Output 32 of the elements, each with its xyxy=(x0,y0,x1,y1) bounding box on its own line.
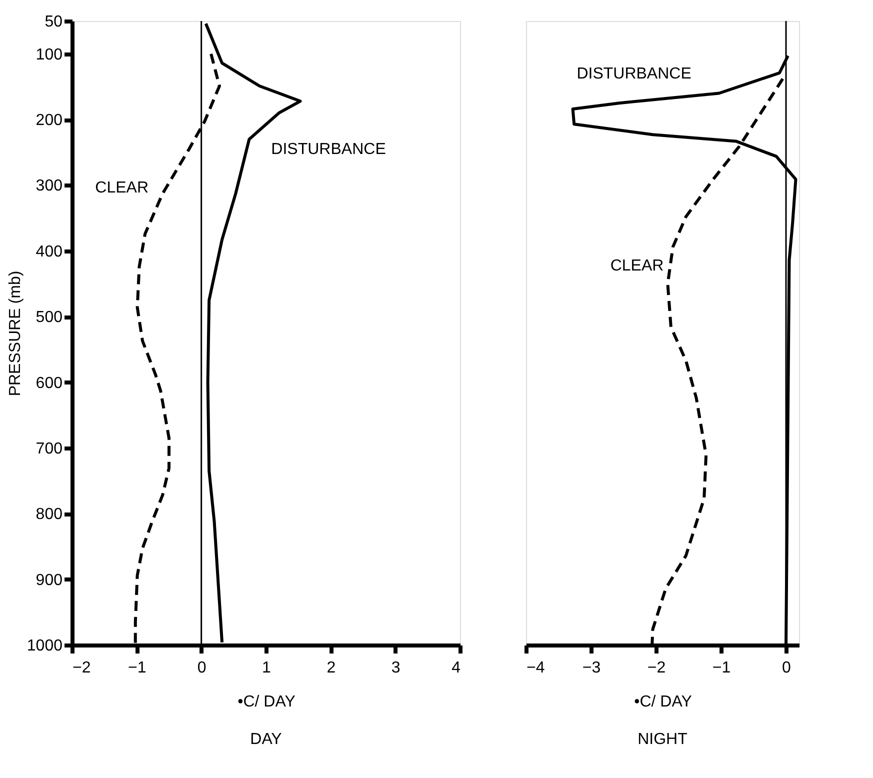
y-tick-label: 400 xyxy=(36,243,63,260)
y-axis-title: PRESSURE (mb) xyxy=(6,270,24,396)
x-tick-label: −2 xyxy=(72,660,91,676)
x-tick-label: 3 xyxy=(391,660,400,676)
y-tick-label: 800 xyxy=(36,506,63,524)
x-tick-label: −2 xyxy=(647,660,666,676)
y-tick-label: 600 xyxy=(36,374,63,392)
y-tick-label: 100 xyxy=(36,46,63,64)
x-tick-label: 2 xyxy=(326,660,336,676)
y-tick-label: 1000 xyxy=(26,638,63,654)
x-tick-label: 0 xyxy=(197,660,206,676)
y-tick-label: 500 xyxy=(36,309,63,326)
x-axis-title: •C/ DAY xyxy=(238,694,296,710)
text: NIGHT xyxy=(638,731,688,748)
y-tick-label: 700 xyxy=(36,440,63,458)
series-label: DISTURBANCE xyxy=(271,141,386,158)
x-axis-title: •C/ DAY xyxy=(634,694,692,710)
y-tick-label: 300 xyxy=(36,178,63,195)
x-tick-label: 4 xyxy=(452,660,461,676)
text: DAY xyxy=(250,731,282,748)
x-tick-label: −3 xyxy=(582,660,601,676)
y-tick-label: 50 xyxy=(44,14,63,30)
x-tick-label: −1 xyxy=(712,660,731,676)
y-tick-label: 900 xyxy=(36,572,63,589)
x-tick-label: 0 xyxy=(782,660,792,676)
series-label: DISTURBANCE xyxy=(576,65,692,82)
series-label: CLEAR xyxy=(95,180,149,197)
x-tick-label: −1 xyxy=(128,660,146,676)
x-tick-label: −4 xyxy=(526,660,545,676)
y-tick-label: 200 xyxy=(36,112,63,130)
series-label: CLEAR xyxy=(610,258,664,275)
x-tick-label: 1 xyxy=(262,660,272,676)
